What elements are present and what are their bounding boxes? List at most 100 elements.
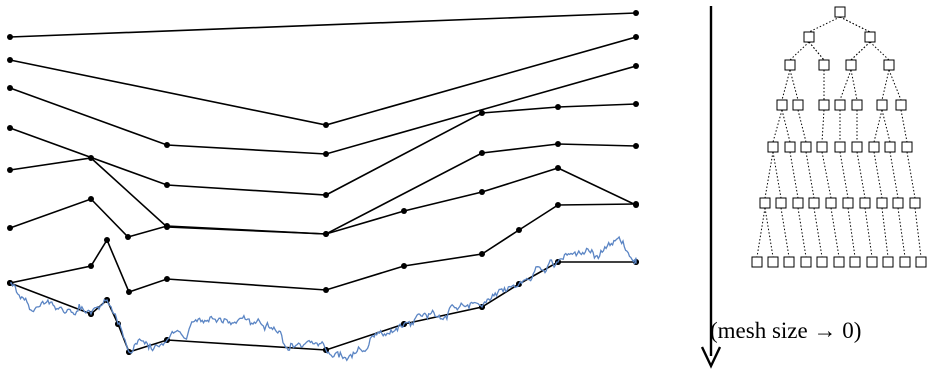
- approximation-node: [104, 237, 110, 243]
- approximation-node: [555, 202, 561, 208]
- tree-link: [900, 109, 908, 143]
- approximation-level-8: [7, 259, 639, 355]
- tree-link: [808, 41, 825, 61]
- approximation-line: [9, 261, 636, 353]
- tree-link: [906, 151, 916, 199]
- approximation-line: [9, 167, 637, 238]
- approximation-node: [7, 85, 13, 91]
- tree-node-box: [833, 256, 845, 268]
- tree-node-box: [818, 99, 830, 111]
- tree-link: [797, 207, 807, 258]
- tree-link: [847, 207, 856, 258]
- tree-link: [781, 109, 791, 143]
- approximation-line: [9, 65, 637, 155]
- approximation-node: [516, 227, 522, 233]
- tree-link: [789, 69, 799, 101]
- tree-node-box: [892, 197, 904, 209]
- approximation-node: [479, 189, 485, 195]
- tree-link: [789, 41, 810, 61]
- approximation-line: [9, 143, 637, 235]
- tree-node-box: [915, 256, 927, 268]
- tree-link: [808, 16, 841, 33]
- approximation-line: [9, 12, 637, 38]
- approximation-node: [633, 34, 639, 40]
- approximation-node: [125, 234, 131, 240]
- tree-link: [813, 207, 823, 258]
- approximation-node: [479, 251, 485, 257]
- tree-link: [764, 207, 774, 258]
- approximation-level-2: [7, 34, 639, 128]
- tree-link: [821, 109, 825, 143]
- tree-link: [772, 109, 783, 143]
- tree-link: [780, 207, 790, 258]
- approximation-node: [633, 10, 639, 16]
- approximation-level-6: [7, 165, 639, 240]
- tree-node-box: [845, 59, 857, 71]
- tree-link: [764, 151, 774, 199]
- approximation-level-3: [7, 63, 639, 157]
- tree-node-box: [849, 256, 861, 268]
- approximation-node: [555, 165, 561, 171]
- tree-node-box: [859, 197, 871, 209]
- approximation-node: [633, 143, 639, 149]
- tree-node-box: [808, 197, 820, 209]
- tree-node-box: [792, 197, 804, 209]
- tree-node-box: [783, 256, 795, 268]
- tree-link: [873, 109, 883, 143]
- approximation-node: [401, 208, 407, 214]
- tree-link: [756, 207, 766, 258]
- approximation-node: [555, 104, 561, 110]
- approximation-level-4: [7, 101, 639, 198]
- tree-link: [889, 151, 899, 199]
- approximation-node: [323, 231, 329, 237]
- tree-link: [881, 207, 889, 258]
- approximation-node: [479, 150, 485, 156]
- approximation-node: [323, 122, 329, 128]
- tree-node-box: [834, 99, 846, 111]
- tree-link: [805, 151, 815, 199]
- tree-link: [881, 69, 890, 101]
- approximation-node: [126, 289, 132, 295]
- approximation-node: [555, 141, 561, 147]
- tree-node-box: [876, 197, 888, 209]
- approximation-node: [7, 57, 13, 63]
- brownian-path: [9, 235, 637, 362]
- tree-node-box: [834, 6, 846, 18]
- approximation-node: [633, 63, 639, 69]
- tree-link: [839, 16, 871, 33]
- approximation-line: [9, 103, 637, 196]
- approximation-node: [164, 276, 170, 282]
- approximation-node: [323, 192, 329, 198]
- tree-node-box: [882, 256, 894, 268]
- tree-node-box: [751, 256, 763, 268]
- tree-node-box: [767, 256, 779, 268]
- tree-link: [789, 151, 799, 199]
- tree-link: [830, 207, 840, 258]
- approximation-node: [7, 225, 13, 231]
- approximation-node: [401, 263, 407, 269]
- tree-node-box: [803, 31, 815, 43]
- tree-node-box: [899, 256, 911, 268]
- approximation-node: [88, 263, 94, 269]
- approximation-level-5: [7, 141, 639, 237]
- approximation-node: [88, 196, 94, 202]
- tree-node-box: [816, 256, 828, 268]
- tree-node-box: [883, 59, 895, 71]
- approximation-node: [164, 223, 170, 229]
- tree-link: [850, 41, 871, 61]
- tree-link: [856, 151, 866, 199]
- piecewise-linear-approximations: [7, 10, 639, 355]
- tree-link: [897, 207, 906, 258]
- tree-node-box: [851, 141, 863, 153]
- tree-link: [821, 151, 832, 199]
- fine-mesh-nodes: [7, 259, 639, 355]
- tree-node-box: [864, 31, 876, 43]
- approximation-line: [9, 36, 637, 126]
- approximation-node: [164, 182, 170, 188]
- approximation-node: [7, 34, 13, 40]
- tree-node-box: [800, 256, 812, 268]
- down-arrow-icon: [700, 6, 722, 369]
- refinement-tree: [751, 6, 927, 268]
- approximation-line: [9, 203, 637, 293]
